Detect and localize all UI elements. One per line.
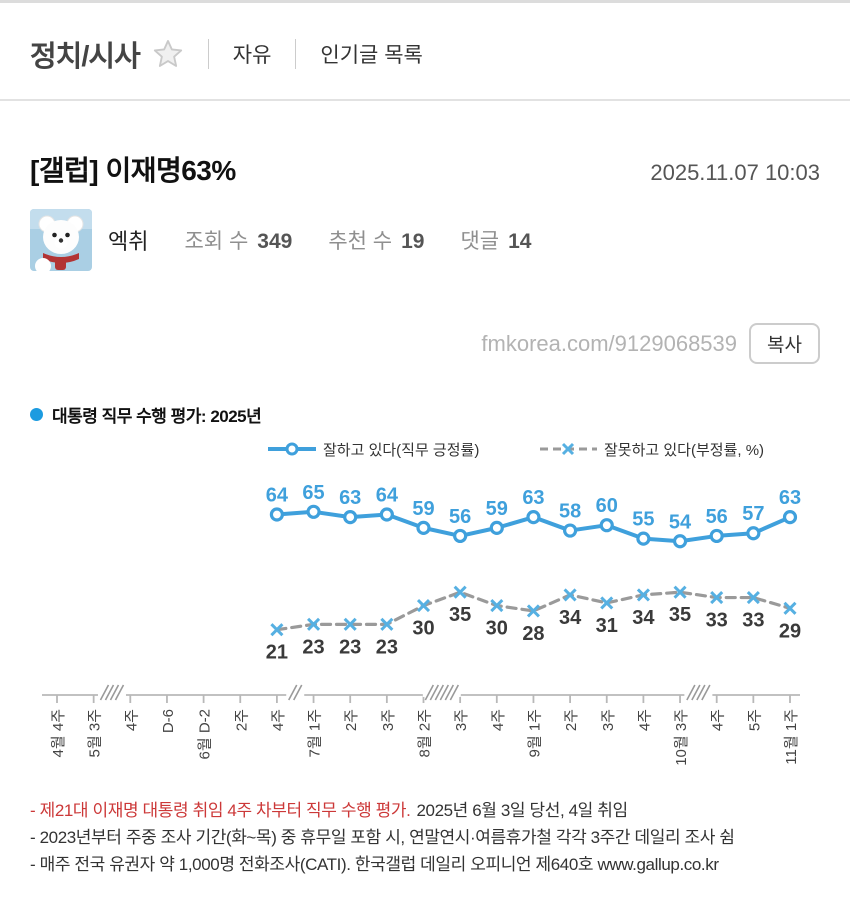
svg-text:2주: 2주	[563, 709, 580, 731]
upvote-count: 추천 수 19	[328, 230, 425, 253]
header-divider	[295, 39, 297, 69]
svg-text:5월 3주: 5월 3주	[87, 709, 104, 757]
chart-title-row: 대통령 직무 수행 평가: 2025년	[0, 402, 850, 427]
chart-title: 대통령 직무 수행 평가: 2025년	[52, 407, 262, 426]
header-divider	[207, 39, 209, 69]
svg-text:7월 1주: 7월 1주	[307, 709, 324, 757]
svg-text:34: 34	[559, 607, 582, 629]
svg-text:8월 2주: 8월 2주	[417, 709, 434, 757]
svg-text:60: 60	[596, 495, 618, 517]
svg-text:4월 4주: 4월 4주	[50, 709, 67, 757]
svg-text:9월 1주: 9월 1주	[526, 709, 543, 757]
svg-text:2주: 2주	[343, 709, 360, 731]
svg-text:35: 35	[449, 604, 471, 626]
author-row: 엑취 조회 수 349 추천 수 19 댓글 14	[0, 209, 850, 271]
svg-text:64: 64	[376, 484, 399, 506]
top-border	[0, 0, 850, 3]
svg-text:잘못하고 있다(부정률, %): 잘못하고 있다(부정률, %)	[604, 442, 764, 459]
svg-text:잘하고 있다(직무 긍정률): 잘하고 있다(직무 긍정률)	[323, 442, 479, 459]
svg-text:4주: 4주	[636, 709, 653, 731]
svg-text:56: 56	[449, 506, 471, 528]
svg-text:33: 33	[706, 610, 728, 632]
svg-text:23: 23	[339, 636, 361, 658]
svg-text:30: 30	[486, 618, 508, 640]
svg-text:3주: 3주	[453, 709, 470, 731]
svg-text:63: 63	[779, 487, 801, 509]
chart-footnotes: - 제21대 이재명 대통령 취임 4주 차부터 직무 수행 평가. 2025년 …	[0, 797, 850, 878]
svg-text:23: 23	[376, 636, 398, 658]
svg-text:55: 55	[632, 509, 654, 531]
post-url: fmkorea.com/9129068539	[481, 330, 738, 356]
view-count: 조회 수 349	[184, 230, 293, 253]
chart-bullet-icon	[30, 408, 43, 421]
footnote-line: - 제21대 이재명 대통령 취임 4주 차부터 직무 수행 평가. 2025년 …	[30, 801, 628, 820]
svg-text:30: 30	[412, 618, 434, 640]
svg-text:21: 21	[266, 642, 288, 664]
footnote-line: - 2023년부터 주중 조사 기간(화~목) 중 휴무일 포함 시, 연말연시…	[30, 828, 735, 847]
copy-url-button[interactable]: 복사	[749, 323, 820, 364]
board-header: 정치/시사 자유 인기글 목록	[0, 3, 850, 101]
svg-text:59: 59	[412, 498, 434, 520]
svg-text:56: 56	[706, 506, 728, 528]
board-title[interactable]: 정치/시사	[30, 41, 141, 73]
svg-text:28: 28	[522, 623, 544, 645]
svg-text:57: 57	[742, 503, 764, 525]
svg-text:54: 54	[669, 511, 692, 533]
svg-text:4주: 4주	[490, 709, 507, 731]
svg-text:31: 31	[596, 615, 618, 637]
svg-text:35: 35	[669, 604, 691, 626]
svg-text:3주: 3주	[380, 709, 397, 731]
svg-text:2주: 2주	[233, 709, 250, 731]
svg-text:29: 29	[779, 620, 801, 642]
svg-text:63: 63	[339, 487, 361, 509]
svg-text:4주: 4주	[710, 709, 727, 731]
svg-text:64: 64	[266, 484, 289, 506]
footnote-red-text: - 제21대 이재명 대통령 취임 4주 차부터 직무 수행 평가.	[30, 801, 411, 820]
post-title-row: [갤럽] 이재명63% 2025.11.07 10:03	[0, 149, 850, 189]
svg-text:5주: 5주	[746, 709, 763, 731]
favorite-star-icon[interactable]	[152, 38, 184, 70]
approval-rating-line-chart: 잘하고 있다(직무 긍정률) 잘못하고 있다(부정률, %) 4월 4주 5월 3주 4…	[42, 442, 801, 766]
svg-text:33: 33	[742, 610, 764, 632]
svg-text:11월 1주: 11월 1주	[783, 709, 800, 765]
post-title: [갤럽] 이재명63%	[30, 155, 236, 186]
svg-text:4주: 4주	[123, 709, 140, 731]
svg-text:D-6: D-6	[160, 709, 177, 733]
footnote-line: - 매주 전국 유권자 약 1,000명 전화조사(CATI). 한국갤럽 데일…	[30, 855, 719, 874]
svg-text:65: 65	[302, 482, 324, 504]
svg-text:58: 58	[559, 501, 581, 523]
comment-count: 댓글 14	[460, 230, 532, 253]
svg-text:34: 34	[632, 607, 655, 629]
svg-text:6월 D-2: 6월 D-2	[197, 709, 214, 759]
svg-text:59: 59	[486, 498, 508, 520]
post-page: [갤럽] 이재명63% 2025.11.07 10:03 엑취 조회 수 349	[0, 149, 850, 878]
menu-free-board[interactable]: 자유	[232, 44, 272, 67]
share-url-row: fmkorea.com/9129068539 복사	[0, 323, 850, 364]
svg-text:10월 3주: 10월 3주	[673, 709, 690, 766]
avatar[interactable]	[30, 209, 92, 271]
svg-text:3주: 3주	[600, 709, 617, 731]
svg-text:23: 23	[302, 636, 324, 658]
svg-text:63: 63	[522, 487, 544, 509]
menu-popular-posts[interactable]: 인기글 목록	[320, 44, 423, 67]
author-name[interactable]: 엑취	[108, 229, 149, 254]
post-timestamp: 2025.11.07 10:03	[650, 160, 820, 185]
svg-text:4주: 4주	[270, 709, 287, 731]
